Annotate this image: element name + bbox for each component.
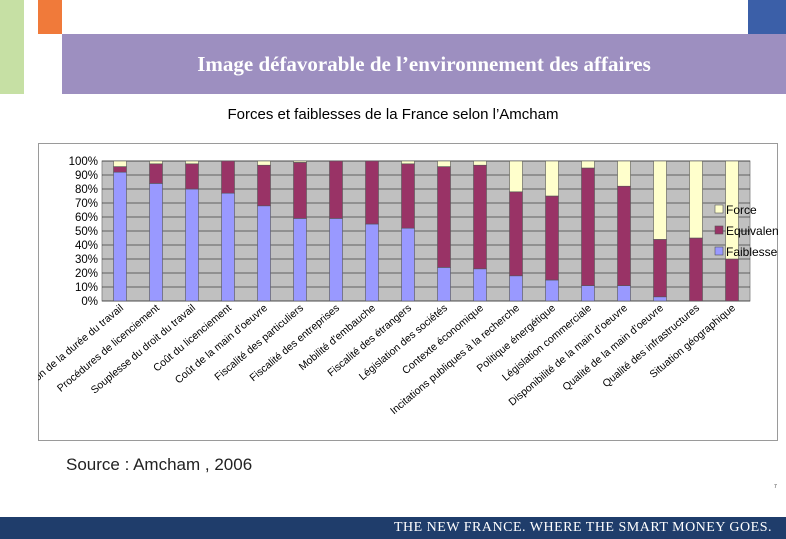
bar-equivalent (149, 163, 163, 184)
bar-equivalent (581, 167, 595, 286)
y-tick-label: 60% (75, 212, 98, 224)
legend-label: Faiblesse (726, 245, 778, 259)
legend-swatch (714, 246, 724, 256)
bar-equivalent (437, 166, 451, 268)
page-number: 7 (774, 484, 777, 490)
bar-faiblesse (257, 205, 271, 302)
bar-force (401, 160, 415, 165)
source-note: Source : Amcham , 2006 (66, 455, 253, 474)
footer-tagline: THE NEW FRANCE. WHERE THE SMART MONEY GO… (393, 520, 772, 535)
bar-faiblesse (329, 218, 343, 302)
y-tick-label: 90% (75, 170, 98, 182)
bar-equivalent (365, 160, 379, 225)
bar-faiblesse (149, 183, 163, 302)
y-tick-label: 30% (75, 254, 98, 266)
bar-faiblesse (365, 223, 379, 302)
bar-equivalent (689, 237, 703, 302)
deco-blue-block (748, 0, 786, 34)
y-tick-label: 80% (75, 184, 98, 196)
legend-swatch (714, 225, 724, 235)
y-tick-label: 10% (75, 282, 98, 294)
y-tick-label: 100% (69, 156, 98, 168)
bar-equivalent (617, 185, 631, 286)
bar-force (653, 160, 667, 240)
legend-swatch (714, 204, 724, 214)
bar-faiblesse (545, 279, 559, 302)
y-tick-label: 70% (75, 198, 98, 210)
bar-equivalent (473, 164, 487, 270)
bar-faiblesse (581, 285, 595, 302)
bar-faiblesse (113, 171, 127, 302)
y-tick-label: 50% (75, 226, 98, 238)
bar-equivalent (113, 166, 127, 173)
title-bar: Image défavorable de l’environnement des… (62, 34, 786, 94)
bar-force (257, 160, 271, 166)
bar-faiblesse (185, 188, 199, 302)
bar-force (293, 160, 307, 163)
y-tick-label: 0% (81, 296, 98, 308)
deco-green-block (0, 0, 24, 94)
bar-faiblesse (509, 275, 523, 302)
bar-equivalent (509, 191, 523, 277)
bar-faiblesse (401, 227, 415, 302)
bar-equivalent (401, 163, 415, 229)
y-tick-label: 20% (75, 268, 98, 280)
bar-faiblesse (437, 267, 451, 302)
legend-label: Equivalent (726, 224, 778, 238)
legend-label: Force (726, 203, 757, 217)
bar-equivalent (545, 195, 559, 281)
bar-force (617, 160, 631, 187)
slide-title: Image défavorable de l’environnement des… (197, 52, 651, 76)
bar-equivalent (257, 164, 271, 207)
bar-force (149, 160, 163, 165)
y-tick-label: 40% (75, 240, 98, 252)
bar-force (581, 160, 595, 169)
bar-force (473, 160, 487, 166)
bar-equivalent (653, 239, 667, 298)
bar-equivalent (329, 160, 343, 219)
stacked-bar-chart: 100% 90% 80% 70% 60% 50% 40% 30% 20% 10% 0%Limitat… (38, 156, 778, 417)
bar-force (113, 160, 127, 167)
bar-force (509, 160, 523, 193)
bar-faiblesse (617, 285, 631, 302)
chart-subtitle: Forces et faiblesses de la France selon … (227, 106, 559, 123)
deco-orange-block (38, 0, 62, 34)
bar-faiblesse (473, 268, 487, 302)
x-tick-label: Incitations publiques à la recherche (388, 302, 522, 417)
bar-faiblesse (653, 296, 667, 302)
bar-force (689, 160, 703, 239)
bar-equivalent (725, 258, 739, 302)
bar-faiblesse (221, 192, 235, 302)
bar-force (725, 160, 739, 260)
x-tick-label: Limitation de la durée du travail (38, 302, 126, 405)
footer-bar: THE NEW FRANCE. WHERE THE SMART MONEY GO… (0, 517, 786, 539)
bar-force (185, 160, 199, 165)
bar-equivalent (185, 163, 199, 190)
bar-equivalent (293, 162, 307, 219)
bar-force (437, 160, 451, 167)
bar-equivalent (221, 160, 235, 194)
bar-force (545, 160, 559, 197)
bar-faiblesse (293, 218, 307, 302)
